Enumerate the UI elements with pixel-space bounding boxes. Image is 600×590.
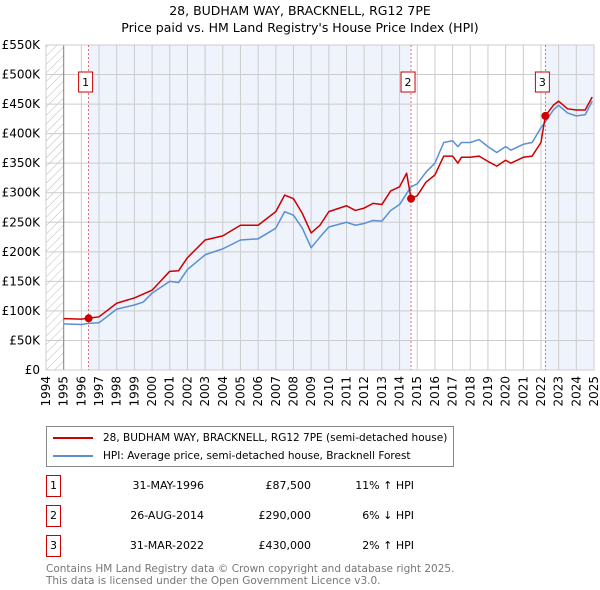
x-tick-label: 2010 [322, 376, 336, 407]
chart-title: 28, BUDHAM WAY, BRACKNELL, RG12 7PE [169, 3, 431, 18]
sale-point [407, 194, 416, 203]
x-tick-label: 2023 [552, 376, 566, 407]
transaction-hpi: 2% ↑ HPI [362, 539, 414, 552]
y-tick-label: £350K [2, 156, 42, 170]
transaction-badge: 3 [46, 535, 61, 557]
x-tick-label: 2005 [233, 376, 247, 407]
x-tick-label: 2014 [393, 376, 407, 407]
transaction-date: 31-MAY-1996 [132, 479, 204, 492]
x-tick-label: 2024 [569, 376, 583, 407]
x-tick-label: 2018 [463, 376, 477, 407]
sale-marker-box [534, 71, 550, 93]
x-tick-label: 2006 [251, 376, 265, 407]
x-tick-label: 2019 [481, 376, 495, 407]
y-tick-label: £250K [2, 215, 42, 229]
transaction-row: 1 31-MAY-1996 £87,500 11% ↑ HPI [46, 475, 414, 497]
x-tick-label: 2021 [516, 376, 530, 407]
y-tick-label: £300K [2, 186, 42, 200]
transaction-row: 2 26-AUG-2014 £290,000 6% ↓ HPI [46, 505, 414, 527]
transaction-price: £430,000 [258, 539, 312, 552]
legend-label: HPI: Average price, semi-detached house,… [103, 450, 411, 462]
x-tick-label: 1999 [127, 376, 141, 407]
sale-point [84, 314, 93, 323]
y-tick-label: £550K [2, 38, 42, 52]
legend-swatch [53, 437, 93, 439]
hatched-region [46, 45, 64, 370]
sale-marker-box [78, 71, 94, 93]
y-tick-label: £50K [9, 333, 41, 347]
transaction-badge: 2 [46, 505, 61, 527]
y-tick-label: £500K [2, 68, 42, 82]
x-tick-label: 2009 [304, 376, 318, 407]
x-tick-label: 2013 [375, 376, 389, 407]
x-tick-label: 1998 [110, 376, 124, 407]
transaction-hpi: 11% ↑ HPI [355, 479, 414, 492]
x-tick-label: 1996 [74, 376, 88, 407]
footer-line: This data is licensed under the Open Gov… [46, 575, 381, 587]
x-tick-label: 2012 [357, 376, 371, 407]
transaction-date: 31-MAR-2022 [129, 539, 204, 552]
chart-subtitle: Price paid vs. HM Land Registry's House … [121, 20, 479, 35]
sale-marker-label: 2 [405, 76, 412, 89]
x-tick-label: 2025 [587, 376, 600, 407]
x-tick-label: 2008 [286, 376, 300, 407]
x-tick-label: 2007 [269, 376, 283, 407]
x-tick-label: 2017 [446, 376, 460, 407]
x-tick-label: 2020 [499, 376, 513, 407]
hpi-line [63, 100, 593, 326]
sale-point [541, 111, 550, 120]
x-tick-label: 2003 [198, 376, 212, 407]
legend: 28, BUDHAM WAY, BRACKNELL, RG12 7PE (sem… [46, 426, 454, 467]
plot-border [45, 44, 595, 371]
y-tick-label: £0 [25, 363, 40, 377]
x-tick-label: 1994 [39, 376, 53, 407]
transaction-row: 3 31-MAR-2022 £430,000 2% ↑ HPI [46, 535, 414, 557]
transaction-badge: 1 [46, 475, 61, 497]
transaction-price: £290,000 [258, 509, 312, 522]
y-tick-label: £100K [2, 304, 42, 318]
shaded-region [88, 45, 412, 370]
x-tick-label: 1997 [92, 376, 106, 407]
y-tick-label: £150K [2, 274, 42, 288]
sale-marker-label: 1 [82, 76, 89, 89]
x-tick-label: 2001 [163, 376, 177, 407]
x-tick-label: 2002 [180, 376, 194, 407]
legend-label: 28, BUDHAM WAY, BRACKNELL, RG12 7PE (sem… [103, 432, 448, 444]
transaction-date: 26-AUG-2014 [130, 509, 204, 522]
x-tick-label: 1995 [57, 376, 71, 407]
legend-item-property: 28, BUDHAM WAY, BRACKNELL, RG12 7PE (sem… [53, 432, 447, 444]
footer: Contains HM Land Registry data © Crown c… [46, 563, 454, 587]
x-tick-label: 2000 [145, 376, 159, 407]
sale-marker-label: 3 [539, 76, 546, 89]
price-chart: £0 £50K £100K £150K £200K £250K £300K £350K £400… [2, 38, 600, 407]
y-tick-label: £200K [2, 245, 42, 259]
sale-marker-box [400, 71, 416, 93]
property-line [63, 96, 593, 320]
footer-line: Contains HM Land Registry data © Crown c… [46, 563, 455, 575]
legend-swatch [53, 455, 93, 457]
x-tick-label: 2004 [216, 376, 230, 407]
x-tick-label: 2011 [340, 376, 354, 407]
transaction-hpi: 6% ↓ HPI [362, 509, 414, 522]
x-tick-label: 2016 [428, 376, 442, 407]
transaction-price: £87,500 [265, 479, 312, 492]
legend-item-hpi: HPI: Average price, semi-detached house,… [53, 450, 411, 462]
x-tick-label: 2022 [534, 376, 548, 407]
x-tick-label: 2015 [410, 376, 424, 407]
y-tick-label: £400K [2, 127, 42, 141]
y-tick-label: £450K [2, 97, 42, 111]
shaded-region [545, 45, 594, 370]
